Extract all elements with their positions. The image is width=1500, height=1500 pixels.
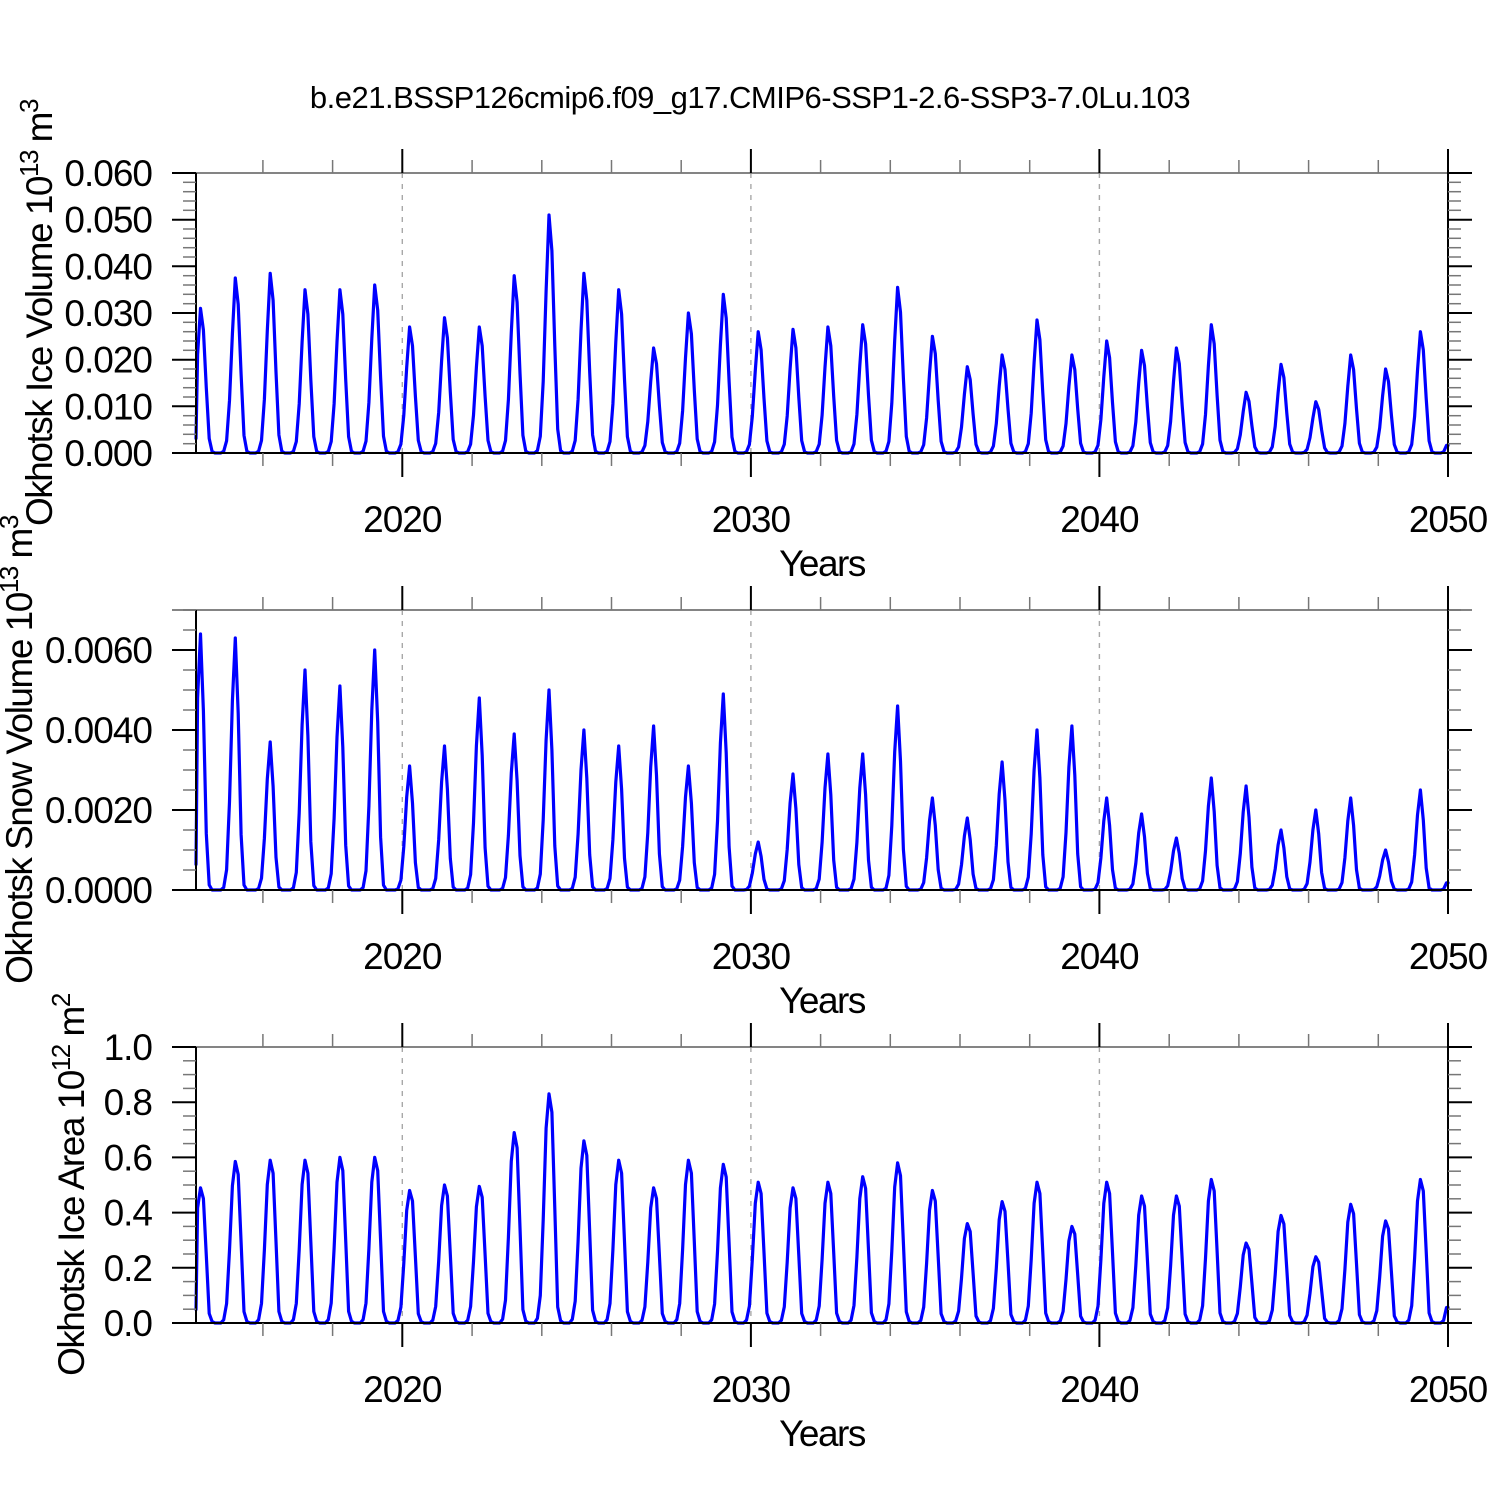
y-ticks: 0.000 0.010 0.020 0.030 0.040 0.050 0.060 <box>64 153 1472 474</box>
y-tick-label: 0.060 <box>64 153 152 194</box>
gridlines <box>401 610 1101 890</box>
x-tick-label: 2050 <box>1409 936 1488 977</box>
figure-title: b.e21.BSSP126cmip6.f09_g17.CMIP6-SSP1-2.… <box>309 80 1191 115</box>
x-tick-label: 2050 <box>1409 499 1488 540</box>
x-axis-title: Years <box>779 1413 866 1454</box>
y-tick-label: 0.020 <box>64 340 152 381</box>
y-tick-label: 0.0000 <box>45 870 153 911</box>
x-tick-label: 2040 <box>1060 1369 1139 1410</box>
y-tick-label: 0.0040 <box>45 710 153 751</box>
y-axis-title: Okhotsk Snow Volume 1013 m3 <box>0 515 40 984</box>
y-tick-label: 0.4 <box>104 1193 153 1234</box>
x-ticks: 2020 2030 2040 2050 <box>262 149 1489 540</box>
y-tick-label: 0.2 <box>104 1248 152 1289</box>
x-tick-label: 2020 <box>363 499 442 540</box>
x-tick-label: 2030 <box>712 499 791 540</box>
gridlines <box>401 173 1101 453</box>
y-tick-label: 0.0020 <box>45 790 153 831</box>
x-tick-label: 2030 <box>712 1369 791 1410</box>
y-tick-label: 0.030 <box>64 293 152 334</box>
y-tick-label: 0.040 <box>64 246 152 287</box>
x-axis-title: Years <box>779 543 866 584</box>
gridlines <box>401 1047 1101 1323</box>
x-ticks: 2020 2030 2040 2050 <box>262 586 1489 977</box>
okhotsk-ice-area-line <box>194 1092 1450 1325</box>
okhotsk-ice-area-chart: 0.0 0.2 0.4 0.6 0.8 1.0 2020 2030 2040 2050 Years O… <box>46 993 1489 1454</box>
x-tick-label: 2020 <box>363 936 442 977</box>
y-axis-title: Okhotsk Ice Area 1012 m2 <box>46 993 92 1376</box>
y-tick-label: 0.6 <box>104 1137 152 1178</box>
x-tick-label: 2020 <box>363 1369 442 1410</box>
x-tick-label: 2030 <box>712 936 791 977</box>
okhotsk-snow-volume-chart: 0.0000 0.0020 0.0040 0.0060 2020 2030 2040 2050… <box>0 515 1489 1021</box>
x-axis-title: Years <box>779 980 866 1021</box>
y-tick-label: 0.0 <box>104 1303 153 1344</box>
y-ticks: 0.0000 0.0020 0.0040 0.0060 <box>45 609 1472 911</box>
x-tick-label: 2050 <box>1409 1369 1488 1410</box>
y-tick-label: 0.000 <box>64 433 152 474</box>
y-ticks: 0.0 0.2 0.4 0.6 0.8 1.0 <box>104 1027 1472 1344</box>
y-tick-label: 0.010 <box>64 386 152 427</box>
y-tick-label: 0.050 <box>64 200 152 241</box>
okhotsk-ice-volume-line <box>194 213 1450 455</box>
x-tick-label: 2040 <box>1060 499 1139 540</box>
okhotsk-snow-volume-line <box>194 632 1450 892</box>
x-tick-label: 2040 <box>1060 936 1139 977</box>
y-tick-label: 0.8 <box>104 1082 152 1123</box>
y-tick-label: 1.0 <box>104 1027 153 1068</box>
x-ticks: 2020 2030 2040 2050 <box>262 1023 1489 1410</box>
y-axis-title: Okhotsk Ice Volume 1013 m3 <box>14 99 60 526</box>
y-tick-label: 0.0060 <box>45 630 153 671</box>
